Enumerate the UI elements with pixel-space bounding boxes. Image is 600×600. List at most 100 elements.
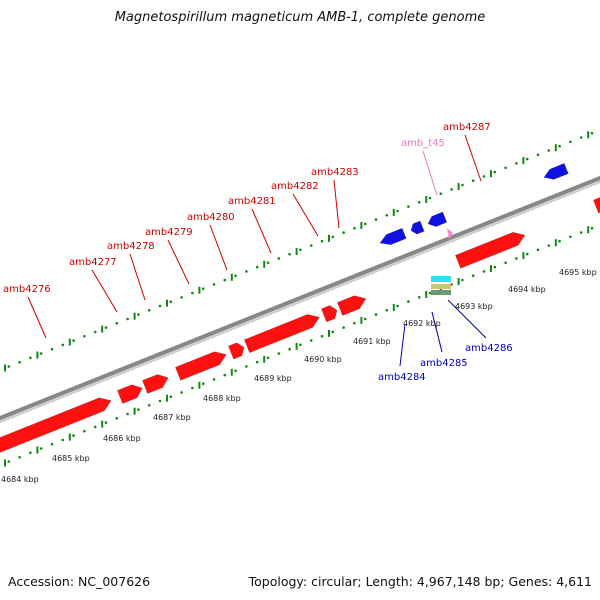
scale-dot (320, 239, 324, 243)
scale-dot (579, 231, 583, 234)
accession-label: Accession: NC_007626 (8, 574, 151, 589)
gene-label-amb4284: amb4284 (378, 372, 426, 383)
scale-dot (93, 330, 97, 334)
reverse-gene-arrow (379, 227, 407, 246)
scale-dot (331, 235, 335, 239)
scale-dot (7, 365, 11, 368)
reverse-gene-arrow (427, 211, 448, 227)
scale-dot (579, 136, 583, 139)
kbp-label: 4684 kbp (1, 475, 39, 484)
scale-dot (255, 360, 259, 364)
scale-dot (137, 408, 140, 411)
kbp-label: 4693 kbp (455, 302, 493, 311)
scale-dot (180, 391, 183, 394)
scale-dot (169, 300, 173, 304)
forward-gene-arrow (337, 295, 367, 316)
scale-dot (277, 257, 281, 260)
scale-dot (428, 196, 432, 200)
forward-gene-arrow (228, 342, 245, 360)
scale-dot (374, 313, 378, 316)
gene-block-tan (431, 284, 451, 289)
scale-dot (515, 257, 518, 260)
scale-dot (558, 239, 561, 243)
scale-dot (450, 188, 453, 191)
scale-dot (201, 287, 205, 291)
gene-label-amb4284-pointer (399, 323, 406, 367)
upper-scale-line (4, 131, 594, 372)
scale-dot (245, 270, 248, 273)
gene-label-amb4279: amb4279 (145, 227, 193, 238)
gene-label-amb4277: amb4277 (69, 257, 117, 268)
scale-dot (212, 283, 216, 286)
gene-label-amb4279-pointer (167, 239, 190, 285)
scale-dot (158, 399, 162, 403)
backbone-line (0, 175, 600, 421)
scale-dot (201, 382, 205, 386)
scale-dot (547, 244, 551, 247)
genome-summary: Topology: circular; Length: 4,967,148 bp… (248, 574, 592, 589)
scale-dot (266, 356, 270, 360)
trna-label-amb_t45-pointer (422, 150, 438, 196)
gene-label-amb4281-pointer (251, 208, 272, 254)
scale-dot (353, 321, 356, 325)
scale-dot (93, 425, 97, 429)
scale-dot (212, 378, 216, 381)
gene-label-amb4276: amb4276 (3, 284, 51, 295)
scale-dot (569, 140, 572, 144)
scale-dot (385, 309, 389, 312)
scale-dot (169, 395, 173, 399)
scale-dot (590, 226, 594, 230)
forward-gene-arrow (175, 351, 227, 381)
scale-dot (39, 352, 43, 355)
scale-dot (126, 317, 129, 321)
scale-dot (363, 317, 367, 321)
scale-dot (255, 265, 259, 269)
scale-dot (353, 226, 356, 230)
scale-dot (223, 278, 227, 282)
scale-dot (29, 451, 32, 455)
scale-dot (191, 291, 194, 295)
scale-dot (439, 192, 443, 195)
scale-dot (417, 296, 421, 299)
scale-dot (29, 356, 32, 360)
scale-dot (396, 209, 399, 213)
scale-dot (428, 291, 432, 295)
scale-dot (223, 373, 227, 377)
gene-label-amb4280-pointer (209, 224, 228, 271)
scale-dot (396, 304, 399, 308)
scale-dot (569, 235, 572, 239)
kbp-label: 4687 kbp (153, 413, 191, 422)
scale-dot (126, 412, 129, 416)
scale-dot (407, 300, 410, 303)
scale-dot (320, 334, 324, 338)
kbp-label: 4688 kbp (203, 394, 241, 403)
scale-dot (331, 330, 335, 334)
scale-dot (309, 244, 313, 247)
kbp-label: 4686 kbp (103, 434, 141, 443)
forward-gene-arrow (593, 197, 600, 214)
scale-dot (482, 270, 486, 273)
scale-dot (536, 248, 540, 252)
scale-dot (309, 339, 313, 342)
scale-dot (536, 153, 540, 157)
scale-dot (158, 304, 162, 308)
scale-dot (407, 205, 410, 208)
gene-label-amb4286-pointer (447, 299, 487, 339)
scale-dot (83, 334, 86, 338)
scale-dot (18, 455, 21, 459)
gene-label-amb4277-pointer (91, 269, 118, 313)
trna-arrow (447, 228, 453, 239)
scale-dot (104, 326, 108, 329)
scale-dot (461, 278, 464, 282)
scale-dot (471, 274, 475, 278)
scale-dot (104, 421, 108, 424)
scale-dot (234, 369, 237, 373)
gene-label-amb4287: amb4287 (443, 122, 491, 133)
scale-dot (115, 322, 119, 325)
gene-label-amb4282: amb4282 (271, 181, 319, 192)
forward-gene-arrow (142, 374, 169, 394)
gene-label-amb4283: amb4283 (311, 167, 359, 178)
scale-dot (39, 447, 43, 450)
kbp-label: 4691 kbp (353, 337, 391, 346)
